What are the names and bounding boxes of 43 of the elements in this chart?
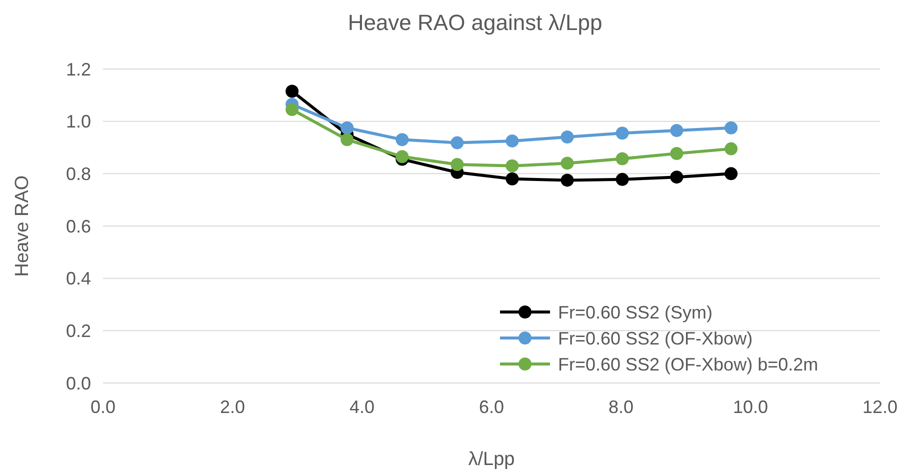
point: [724, 121, 738, 134]
x-tick-label: 10.0: [732, 397, 768, 417]
y-tick-label: 1.0: [66, 112, 91, 132]
x-tick-label: 12.0: [862, 397, 898, 417]
y-tick-label: 0.4: [66, 268, 91, 289]
point: [506, 134, 519, 148]
point: [616, 126, 629, 140]
y-tick-label: 0.2: [66, 320, 91, 341]
point: [340, 133, 354, 146]
point: [670, 124, 684, 137]
point: [670, 147, 684, 160]
x-tick-label: 8.0: [608, 397, 634, 417]
y-axis-title: Heave RAO: [12, 175, 33, 277]
point: [506, 159, 519, 172]
point: [450, 136, 464, 150]
point: [286, 103, 299, 116]
chart-title: Heave RAO against λ/Lpp: [348, 10, 602, 35]
point: [340, 121, 354, 134]
point: [506, 172, 519, 186]
point: [724, 142, 738, 156]
legend-label: Fr=0.60 SS2 (OF-Xbow): [558, 328, 753, 348]
point: [616, 152, 629, 166]
x-axis-title: λ/Lpp: [468, 449, 515, 470]
point: [670, 170, 684, 184]
point: [560, 156, 574, 170]
y-tick-label: 0.8: [66, 164, 91, 184]
point: [286, 84, 299, 98]
point: [396, 150, 409, 164]
x-tick-label: 0.0: [90, 397, 116, 417]
x-tick-label: 4.0: [349, 397, 375, 417]
point: [560, 130, 574, 144]
y-tick-label: 0.0: [66, 373, 91, 394]
point: [396, 133, 409, 146]
point: [616, 172, 629, 186]
point: [560, 174, 574, 187]
legend-label: Fr=0.60 SS2 (OF-Xbow) b=0.2m: [558, 354, 818, 374]
x-tick-label: 2.0: [220, 397, 246, 417]
point: [724, 167, 738, 180]
y-tick-label: 0.6: [66, 216, 91, 236]
point: [450, 158, 464, 172]
y-tick-label: 1.2: [66, 59, 91, 80]
legend-label: Fr=0.60 SS2 (Sym): [558, 302, 713, 322]
x-tick-label: 6.0: [478, 397, 504, 417]
